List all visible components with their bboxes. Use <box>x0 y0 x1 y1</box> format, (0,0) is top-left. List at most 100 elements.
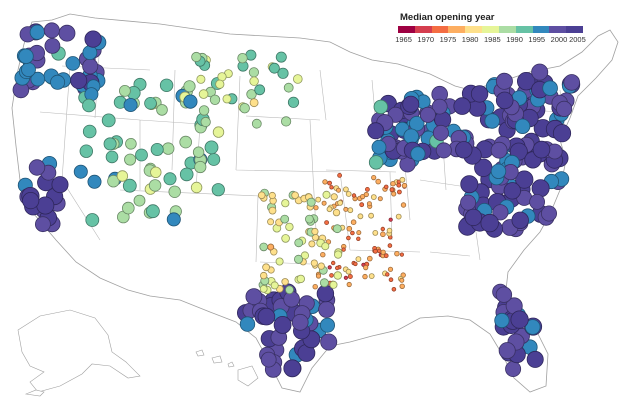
store-dot <box>285 285 294 295</box>
store-dot <box>385 272 390 277</box>
store-dot <box>362 273 368 280</box>
store-dot <box>191 51 202 63</box>
store-dot <box>335 187 341 193</box>
store-dot <box>329 280 338 289</box>
legend-tick-1980: 1980 <box>461 35 479 44</box>
store-dot <box>347 273 353 279</box>
store-dot <box>50 74 66 90</box>
store-dot <box>494 312 510 329</box>
store-dot <box>391 191 397 197</box>
store-dot <box>294 238 304 248</box>
store-dot <box>363 264 369 271</box>
store-dot <box>341 247 346 252</box>
store-dot <box>368 273 375 280</box>
store-dot <box>399 283 405 289</box>
store-dot <box>399 176 406 183</box>
store-dot <box>386 227 393 234</box>
store-dot <box>343 206 349 212</box>
store-dot <box>222 94 232 104</box>
store-dot <box>270 248 278 256</box>
store-dot <box>161 142 175 155</box>
store-dot <box>435 142 452 159</box>
store-dot <box>380 231 386 238</box>
store-dot <box>122 178 137 193</box>
store-dot <box>135 148 148 162</box>
store-dot <box>273 315 292 334</box>
store-dot <box>35 216 51 233</box>
store-dot <box>43 22 60 39</box>
store-dot <box>260 271 268 280</box>
store-dot <box>321 200 327 206</box>
store-dot <box>515 170 534 189</box>
store-dot <box>366 255 373 262</box>
store-dot <box>198 105 210 116</box>
store-dot <box>464 208 483 227</box>
store-dot <box>36 196 55 215</box>
store-dot <box>372 229 379 236</box>
store-dot <box>319 278 329 288</box>
store-dot <box>367 122 385 140</box>
hawaii-inset <box>195 349 259 387</box>
store-dot <box>277 67 289 79</box>
store-dot <box>470 85 489 103</box>
store-dot <box>370 194 377 201</box>
store-dot <box>194 160 207 174</box>
store-dot <box>419 106 436 123</box>
store-dot <box>400 202 407 208</box>
store-dot <box>498 342 516 360</box>
store-dot <box>249 76 259 86</box>
store-dot <box>280 214 290 224</box>
store-dot <box>320 251 326 258</box>
store-dot <box>531 179 550 198</box>
store-dot <box>524 319 541 335</box>
legend-swatch-0 <box>398 26 415 33</box>
store-dot <box>287 96 300 108</box>
store-dot <box>268 206 277 215</box>
store-dot <box>51 176 69 194</box>
store-dot <box>377 196 383 202</box>
store-dot <box>453 97 472 115</box>
store-dot <box>310 259 318 267</box>
store-dot <box>144 97 157 110</box>
store-dot <box>532 140 551 159</box>
store-dot <box>490 163 507 180</box>
store-dot <box>368 155 384 170</box>
store-dot <box>363 191 369 198</box>
store-dot <box>248 67 259 78</box>
store-dot <box>283 290 300 308</box>
store-dot <box>123 98 138 113</box>
store-dot <box>318 301 336 318</box>
store-dot <box>455 141 473 159</box>
legend-swatch-1 <box>414 26 432 33</box>
store-dot <box>480 213 499 233</box>
store-dot <box>366 201 372 207</box>
store-dot <box>73 164 88 179</box>
store-dot <box>159 78 174 93</box>
store-dot <box>87 174 102 189</box>
store-dot <box>320 333 338 351</box>
store-dot <box>257 307 276 326</box>
store-dot <box>337 199 344 206</box>
store-dot <box>321 242 330 251</box>
store-dot <box>517 71 536 91</box>
store-dot <box>460 175 479 194</box>
store-dot <box>329 273 334 278</box>
store-dot <box>327 180 333 186</box>
store-dot <box>331 260 336 266</box>
store-dot <box>355 256 362 263</box>
store-dot <box>357 213 364 220</box>
store-dot <box>335 265 340 271</box>
store-dot <box>245 288 263 306</box>
legend-swatch-7 <box>515 26 533 33</box>
store-dot <box>371 175 377 181</box>
store-dot <box>495 286 513 303</box>
store-dot <box>350 230 355 236</box>
store-dot <box>281 199 290 208</box>
store-dot <box>148 179 162 192</box>
store-dot <box>552 124 572 143</box>
legend-tick-1970: 1970 <box>417 35 435 44</box>
store-dot <box>82 58 99 75</box>
store-dot <box>259 242 269 252</box>
store-dot <box>388 277 394 283</box>
